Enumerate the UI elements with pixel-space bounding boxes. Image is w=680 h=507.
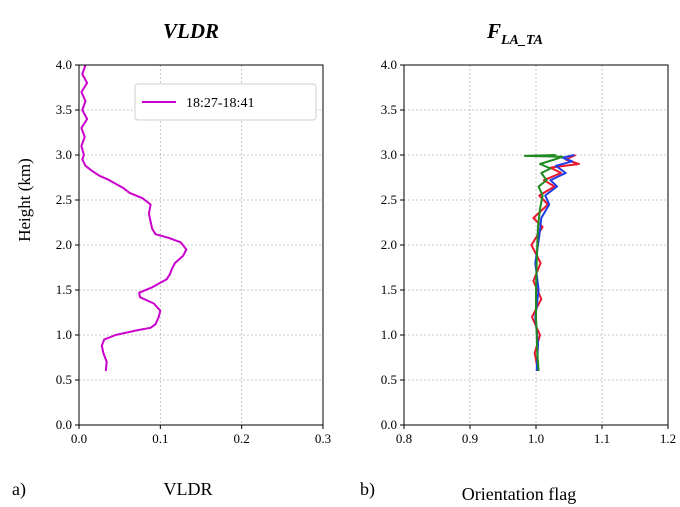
- panel-b-ytick-label: 0.0: [381, 417, 397, 432]
- panel-a-ytick-label: 0.0: [56, 417, 72, 432]
- panel-a-ytick-label: 3.0: [56, 147, 72, 162]
- panel-b-title-sub: LA_TA: [500, 33, 543, 48]
- panel-a-series-line-1: [80, 64, 188, 372]
- legend-box: [134, 83, 317, 121]
- panel-a-frame: [78, 64, 324, 426]
- panel-b-xtick-label: 1.1: [594, 431, 610, 446]
- panel-a: VLDR Height (km) 0.0 0.1 0.2 0.3 0.0 0.5 1.0 1.…: [12, 19, 331, 500]
- panel-a-title: VLDR: [163, 19, 219, 43]
- panel-a-ytick-label: 3.5: [56, 102, 72, 117]
- panel-a-xlabel: VLDR: [164, 479, 213, 499]
- panel-b-series-line-3: [523, 154, 564, 372]
- panel-b-xtick-label: 0.9: [462, 431, 478, 446]
- panel-b-xlabel: Orientation flag: [462, 484, 576, 504]
- panel-b-xtick-label: 1.0: [528, 431, 544, 446]
- panel-b-title: FLA_TA: [486, 19, 543, 48]
- panel-b-frame: [403, 64, 669, 426]
- panel-b-ytick-label: 2.5: [381, 192, 397, 207]
- panel-b-ytick-label: 0.5: [381, 372, 397, 387]
- panel-b-ytick-label: 2.0: [381, 237, 397, 252]
- panel-b-label: b): [360, 479, 375, 500]
- panel-b-grid: [403, 64, 669, 426]
- panel-a-ytick-label: 1.5: [56, 282, 72, 297]
- panel-a-series: [80, 64, 188, 372]
- panel-b-xtick-label: 1.2: [660, 431, 676, 446]
- panel-a-xtick-label: 0.0: [71, 431, 87, 446]
- legend: 18:27-18:41: [134, 83, 317, 121]
- panel-b-title-main: F: [486, 19, 501, 43]
- panel-a-ytick-label: 2.5: [56, 192, 72, 207]
- panel-b-ticks: 0.8 0.9 1.0 1.1 1.2 0.0 0.5 1.0 1.5 2.0 2.5 3.0 3.5 4…: [381, 57, 676, 446]
- panel-b-series: [523, 154, 580, 372]
- legend-label: 18:27-18:41: [186, 96, 254, 111]
- panel-a-xtick-label: 0.2: [234, 431, 250, 446]
- panel-b-xtick-label: 0.8: [396, 431, 412, 446]
- panel-a-ticks: 0.0 0.1 0.2 0.3 0.0 0.5 1.0 1.5 2.0 2.5 3.0 3.5 4.0: [56, 57, 331, 446]
- panel-a-ytick-label: 4.0: [56, 57, 72, 72]
- panel-b-ytick-label: 3.5: [381, 102, 397, 117]
- panel-b-ytick-label: 1.0: [381, 327, 397, 342]
- panel-a-ytick-label: 1.0: [56, 327, 72, 342]
- panel-a-xtick-label: 0.3: [315, 431, 331, 446]
- panel-b: FLA_TA 0.8 0.9 1.0 1.1 1.2 0.0 0.5 1.0 1.5 2.0 2.5…: [360, 19, 676, 504]
- panel-b-ytick-label: 1.5: [381, 282, 397, 297]
- panel-a-label: a): [12, 479, 26, 500]
- panel-a-xtick-label: 0.1: [152, 431, 168, 446]
- panel-b-ytick-label: 3.0: [381, 147, 397, 162]
- panel-b-ytick-label: 4.0: [381, 57, 397, 72]
- panel-a-ytick-label: 2.0: [56, 237, 72, 252]
- panel-a-ylabel: Height (km): [15, 158, 34, 242]
- panel-a-ytick-label: 0.5: [56, 372, 72, 387]
